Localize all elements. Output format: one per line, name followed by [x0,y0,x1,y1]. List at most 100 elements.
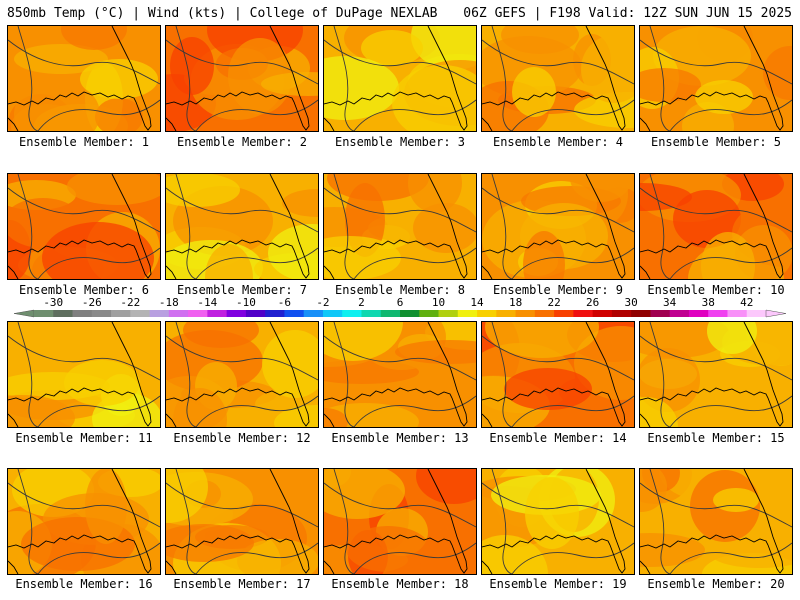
ensemble-map-panel [481,173,635,280]
colorbar-segment [303,310,324,317]
colorbar-tick-label: 38 [701,296,715,309]
colorbar-segment [265,310,285,317]
ensemble-member-label: Ensemble Member: 20 [647,577,785,591]
colorbar-segment [554,310,574,317]
temperature-map [166,26,318,131]
colorbar-segment [380,310,401,317]
ensemble-member-label: Ensemble Member: 2 [176,135,308,149]
colorbar-segment [245,310,266,317]
ensemble-map-panel [323,25,477,132]
ensemble-member-label: Ensemble Member: 7 [176,283,308,297]
colorbar-tick-label: 26 [586,296,600,309]
temperature-map [482,26,634,131]
ensemble-member-label: Ensemble Member: 14 [489,431,627,445]
colorbar-segment [361,310,382,317]
colorbar-segment [534,310,555,317]
ensemble-member-label: Ensemble Member: 17 [173,577,311,591]
ensemble-member-label: Ensemble Member: 18 [331,577,469,591]
colorbar-segment [322,310,343,317]
temperature-map [640,322,792,427]
colorbar-tick-label: 10 [431,296,446,309]
colorbar-tick-label: 34 [663,296,677,309]
ensemble-map-panel [481,321,635,428]
temperature-map [640,26,792,131]
ensemble-map-panel [481,25,635,132]
colorbar-tick-label: 14 [470,296,484,309]
temperature-map [8,174,160,279]
colorbar-tick-label: -6 [277,296,292,309]
colorbar-tick-label: -22 [120,296,141,309]
colorbar-segment [457,310,478,317]
ensemble-member-label: Ensemble Member: 19 [489,577,627,591]
temperature-map [166,322,318,427]
ensemble-map-panel [323,321,477,428]
colorbar-tick-label: 18 [508,296,523,309]
colorbar-segment [438,310,459,317]
ensemble-map-panel [481,468,635,575]
temperature-map [482,174,634,279]
colorbar-segment [592,310,613,317]
ensemble-map-panel [165,173,319,280]
colorbar-segment [419,310,439,317]
colorbar-segment [708,310,728,317]
colorbar-tick-label: -14 [197,296,218,309]
ensemble-map-panel [7,25,161,132]
colorbar-segment [149,310,170,317]
ensemble-member-label: Ensemble Member: 16 [15,577,153,591]
ensemble-member-label: Ensemble Member: 3 [334,135,466,149]
temperature-map [640,469,792,574]
ensemble-map-panel [7,173,161,280]
ensemble-member-label: Ensemble Member: 10 [647,283,785,297]
temperature-map [8,322,160,427]
colorbar-segment [573,310,594,317]
colorbar-tick-label: 2 [358,296,365,309]
colorbar-segment [400,310,420,317]
temperature-map [8,469,160,574]
colorbar-segment [650,310,671,317]
colorbar-segment [496,310,516,317]
colorbar-segment [188,310,208,317]
ensemble-map-panel [639,25,793,132]
colorbar-tick-label: 22 [547,296,561,309]
colorbar-segment [284,310,305,317]
colorbar-segment [669,310,690,317]
ensemble-member-label: Ensemble Member: 1 [18,135,150,149]
colorbar-tick-label: -26 [81,296,102,309]
ensemble-member-label: Ensemble Member: 8 [334,283,466,297]
colorbar-segment [130,310,150,317]
ensemble-member-label: Ensemble Member: 4 [492,135,624,149]
temperature-map [324,469,476,574]
colorbar-segment [168,310,189,317]
ensemble-map-panel [323,468,477,575]
ensemble-map-panel [7,321,161,428]
temperature-map [482,322,634,427]
ensemble-map-panel [165,321,319,428]
ensemble-map-panel [639,321,793,428]
temperature-map [166,174,318,279]
colorbar-segment [515,310,536,317]
ensemble-map-panel [7,468,161,575]
colorbar-segment [342,310,362,317]
ensemble-member-label: Ensemble Member: 12 [173,431,311,445]
colorbar-segment [91,310,112,317]
colorbar-tick-label: -18 [158,296,179,309]
colorbar-segment [688,310,709,317]
colorbar-segment [477,310,497,317]
colorbar-tick-label: -2 [316,296,330,309]
temperature-map [8,26,160,131]
temperature-colorbar [13,309,787,318]
colorbar-segment [746,310,767,317]
colorbar-tick-label: 30 [624,296,638,309]
colorbar-tick-label: -30 [43,296,64,309]
temperature-map [166,469,318,574]
colorbar-max-arrow [765,309,787,318]
ensemble-map-panel [165,25,319,132]
temperature-map [324,26,476,131]
temperature-map [640,174,792,279]
map-title: 850mb Temp (°C) | Wind (kts) | College o… [7,6,438,21]
ensemble-map-panel [639,173,793,280]
colorbar-min-arrow [13,309,35,318]
ensemble-map-panel [165,468,319,575]
colorbar-segment [53,310,73,317]
ensemble-member-label: Ensemble Member: 13 [331,431,469,445]
